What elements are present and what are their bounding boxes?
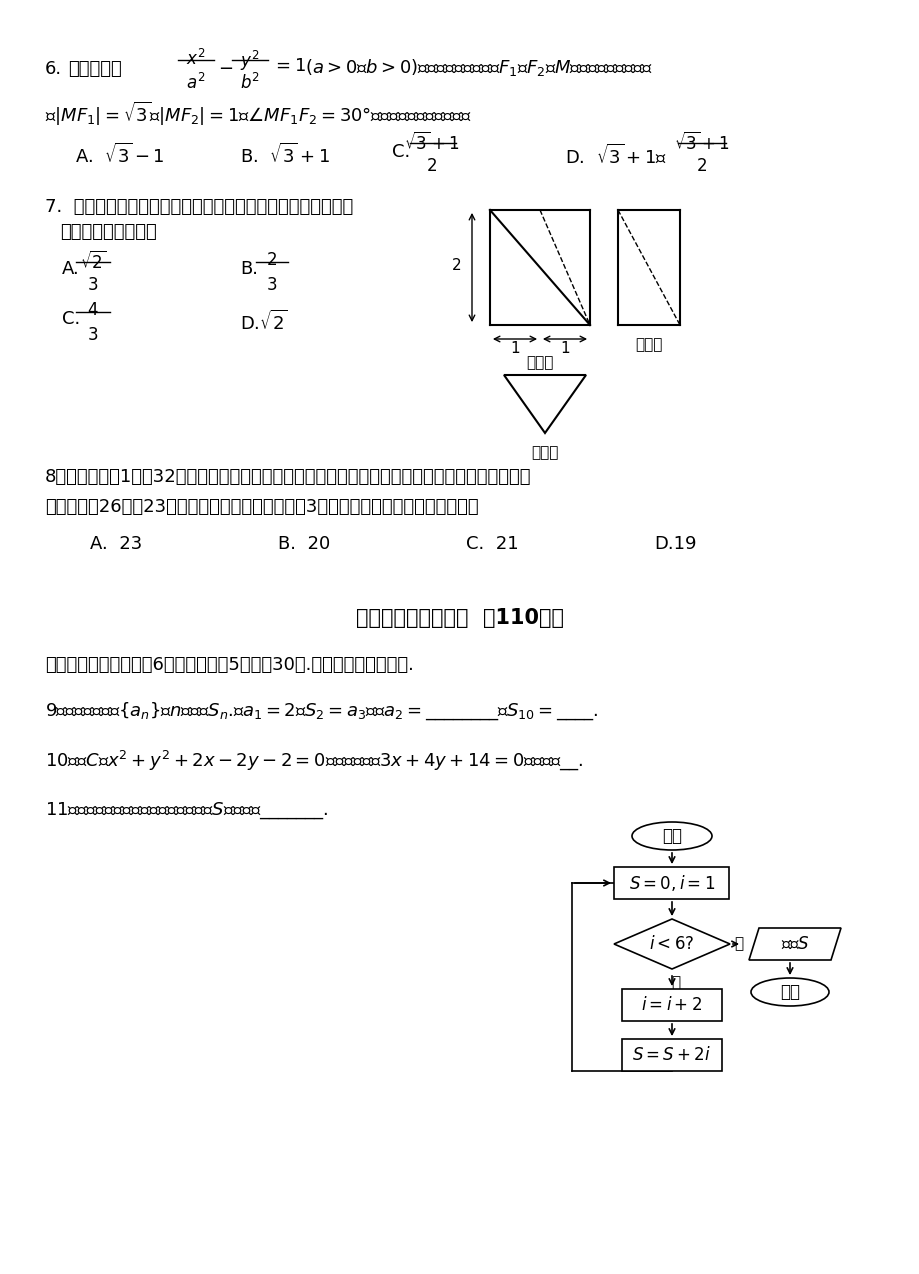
Text: $3$: $3$ bbox=[87, 276, 98, 294]
Text: B.  $\sqrt{3}+1$: B. $\sqrt{3}+1$ bbox=[240, 143, 329, 167]
Text: $S=0, i=1$: $S=0, i=1$ bbox=[629, 873, 714, 893]
Text: $=1$: $=1$ bbox=[272, 57, 305, 75]
Text: C.  21: C. 21 bbox=[466, 535, 518, 553]
Text: 9．已知等差数列$\{a_n\}$前$n$项和为$S_n$.若$a_1=2$，$S_2=a_3$，则$a_2=$________，$S_{10}=$____.: 9．已知等差数列$\{a_n\}$前$n$项和为$S_n$.若$a_1=2$，$… bbox=[45, 699, 597, 721]
Text: $4$: $4$ bbox=[87, 301, 98, 318]
Text: $2$: $2$ bbox=[267, 251, 278, 269]
Polygon shape bbox=[613, 919, 729, 970]
Text: $-$: $-$ bbox=[218, 59, 233, 76]
Text: 2: 2 bbox=[452, 257, 461, 273]
Text: 8．某校高三（1）班32名学生参加跳远和掷实心球两项测试。跳远和掷实心球两项测试成绩合格的: 8．某校高三（1）班32名学生参加跳远和掷实心球两项测试。跳远和掷实心球两项测试… bbox=[45, 468, 531, 485]
Text: $\sqrt{2}$: $\sqrt{2}$ bbox=[80, 251, 106, 273]
Text: B.: B. bbox=[240, 260, 257, 278]
Text: 侧视图: 侧视图 bbox=[635, 338, 662, 352]
Text: C.: C. bbox=[391, 143, 410, 161]
Text: 1: 1 bbox=[560, 341, 569, 355]
Text: D.  $\sqrt{3}+1$或: D. $\sqrt{3}+1$或 bbox=[564, 143, 666, 167]
Polygon shape bbox=[748, 927, 840, 961]
Text: $i=i+2$: $i=i+2$ bbox=[641, 996, 702, 1014]
Text: $a^2$: $a^2$ bbox=[187, 73, 206, 93]
Text: 俯视图: 俯视图 bbox=[531, 445, 558, 460]
Text: $2$: $2$ bbox=[696, 157, 707, 175]
Text: 输出$S$: 输出$S$ bbox=[779, 935, 809, 953]
Text: 则该四棱锥的体积为: 则该四棱锥的体积为 bbox=[60, 223, 156, 241]
Text: 7.  某四棱锥的三视图如图所示，其俯视图为等腰直角三角形，: 7. 某四棱锥的三视图如图所示，其俯视图为等腰直角三角形， bbox=[45, 197, 353, 217]
Text: D.$\sqrt{2}$: D.$\sqrt{2}$ bbox=[240, 310, 288, 334]
Bar bbox=[621, 989, 721, 1020]
Text: 6.: 6. bbox=[45, 60, 62, 78]
Bar bbox=[614, 868, 729, 899]
Text: 二、填空题：本大题共6小题，每小题5分，共30分.把答案填在答题卡上.: 二、填空题：本大题共6小题，每小题5分，共30分.把答案填在答题卡上. bbox=[45, 656, 414, 674]
Text: C.: C. bbox=[62, 310, 80, 327]
Text: $b^2$: $b^2$ bbox=[240, 73, 260, 93]
Text: $3$: $3$ bbox=[87, 326, 98, 344]
Text: 10．圆$C$：$x^2+y^2+2x-2y-2=0$的圆心到直线$3x+4y+14=0$的距离是__.: 10．圆$C$：$x^2+y^2+2x-2y-2=0$的圆心到直线$3x+4y+… bbox=[45, 748, 583, 772]
Text: 第二部分（非选择题  共110分）: 第二部分（非选择题 共110分） bbox=[356, 608, 563, 628]
Text: $3$: $3$ bbox=[267, 276, 278, 294]
Text: $S=S+2i$: $S=S+2i$ bbox=[631, 1046, 710, 1064]
Text: $y^2$: $y^2$ bbox=[240, 48, 259, 73]
Text: $i<6?$: $i<6?$ bbox=[649, 935, 694, 953]
Text: 且$|MF_1|=\sqrt{3}$，$|MF_2|=1$，$\angle MF_1F_2=30°$，则该双曲线的离心率是: 且$|MF_1|=\sqrt{3}$，$|MF_2|=1$，$\angle MF… bbox=[45, 99, 471, 129]
Text: 11．执行如图所示的程序框图，则输出$S$的结果为_______.: 11．执行如图所示的程序框图，则输出$S$的结果为_______. bbox=[45, 800, 328, 820]
Text: B.  20: B. 20 bbox=[278, 535, 330, 553]
Text: $\sqrt{3}+1$: $\sqrt{3}+1$ bbox=[403, 132, 460, 154]
Text: $x^2$: $x^2$ bbox=[187, 48, 206, 69]
Text: $\sqrt{3}+1$: $\sqrt{3}+1$ bbox=[674, 132, 729, 154]
Text: 开始: 开始 bbox=[662, 827, 681, 845]
Text: $2$: $2$ bbox=[426, 157, 437, 175]
Bar bbox=[621, 1040, 721, 1071]
Text: 否: 否 bbox=[733, 936, 743, 952]
Text: 是: 是 bbox=[671, 975, 680, 990]
Text: A.  $\sqrt{3}-1$: A. $\sqrt{3}-1$ bbox=[75, 143, 165, 167]
Text: D.19: D.19 bbox=[653, 535, 696, 553]
Text: $(a>0$，$b>0)$的左、右焦点分别是$F_1$，$F_2$，$M$是双曲线上的一点，: $(a>0$，$b>0)$的左、右焦点分别是$F_1$，$F_2$，$M$是双曲… bbox=[305, 57, 652, 78]
Text: 已知双曲线: 已知双曲线 bbox=[68, 60, 121, 78]
Ellipse shape bbox=[631, 822, 711, 850]
Text: 人数分别为26人和23人，这两项成绩均不合格的有3人，则这两项成绩均合格的人数是: 人数分别为26人和23人，这两项成绩均不合格的有3人，则这两项成绩均合格的人数是 bbox=[45, 498, 478, 516]
Text: 1: 1 bbox=[510, 341, 519, 355]
Text: 结束: 结束 bbox=[779, 984, 800, 1001]
Text: A.: A. bbox=[62, 260, 80, 278]
Text: 正视图: 正视图 bbox=[526, 355, 553, 369]
Ellipse shape bbox=[750, 978, 828, 1006]
Text: A.  23: A. 23 bbox=[90, 535, 142, 553]
